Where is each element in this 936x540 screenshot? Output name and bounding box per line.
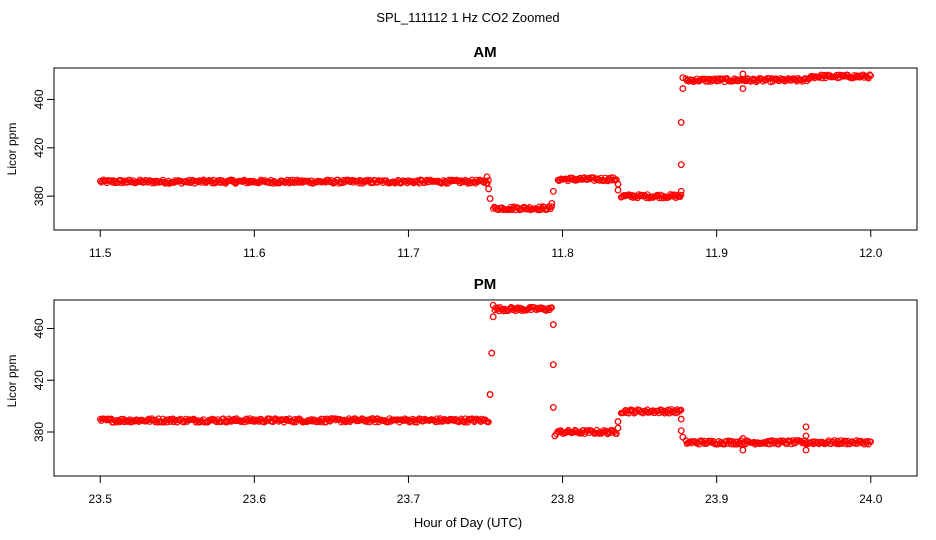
am-x-tick-label: 11.6 [243, 246, 266, 260]
am-transition-point [549, 187, 557, 195]
pm-data-point [820, 439, 827, 446]
am-y-tick-label: 420 [32, 137, 46, 157]
am-data-point [678, 191, 685, 199]
pm-segment-1 [491, 303, 556, 315]
pm-data-point [836, 440, 844, 447]
pm-y-tick-label: 380 [32, 422, 46, 442]
pm-transition-point [802, 432, 810, 440]
pm-data-point [548, 304, 556, 311]
pm-transition-point [677, 415, 685, 423]
pm-transition-point [739, 435, 747, 442]
pm-transition-point [488, 349, 496, 357]
figure-title: SPL_111112 1 Hz CO2 Zoomed [376, 10, 559, 25]
pm-segment-0 [96, 415, 492, 426]
pm-y-tick-label: 460 [32, 318, 46, 338]
am-segment-1 [490, 203, 556, 214]
am-x-tick-label: 11.8 [551, 246, 574, 260]
pm-transition-point [549, 403, 557, 411]
am-transition-point [739, 70, 747, 78]
am-data-point [867, 72, 875, 79]
pm-plot-frame [53, 299, 918, 477]
am-segment-2 [554, 174, 620, 185]
pm-data-point [536, 305, 543, 313]
pm-panel: PM Licor ppm 23.5 23.6 23.7 23.8 23.9 24.0 380… [5, 276, 918, 506]
am-transition-point [679, 85, 687, 93]
pm-x-tick-label: 23.6 [243, 492, 267, 506]
am-plot-frame [53, 67, 918, 231]
am-panel: AM Licor ppm 11.5 11.6 11.7 11.8 11.9 12.0 380… [5, 44, 918, 260]
am-segment-4 [682, 74, 813, 86]
pm-y-axis-label: Licor ppm [5, 355, 19, 408]
am-transition-point [614, 186, 622, 194]
am-data-point [866, 71, 873, 78]
pm-transition-point [677, 427, 685, 435]
am-data-point [548, 203, 556, 210]
pm-data-point [154, 419, 161, 426]
am-transition-point [548, 199, 556, 207]
pm-transition-point [489, 313, 497, 321]
am-transition-point [485, 185, 493, 193]
pm-transition-point [802, 423, 810, 431]
pm-data-point [485, 418, 492, 426]
am-transition-point [486, 195, 494, 203]
pm-x-tick-label: 23.5 [89, 492, 113, 506]
am-y-tick-label: 460 [32, 89, 46, 109]
pm-axes: 23.5 23.6 23.7 23.8 23.9 24.0 380 420 460 [32, 318, 883, 506]
am-axes: 11.5 11.6 11.7 11.8 11.9 12.0 380 420 460 [32, 89, 883, 260]
am-transition-point [739, 85, 747, 93]
pm-y-tick-label: 420 [32, 370, 46, 390]
am-x-tick-label: 11.5 [89, 246, 112, 260]
pm-x-tick-label: 23.9 [705, 492, 729, 506]
pm-data-points [96, 301, 875, 454]
am-segment-0 [96, 176, 492, 187]
am-panel-title: AM [473, 44, 496, 61]
pm-x-tick-label: 23.7 [397, 492, 421, 506]
pm-data-point [678, 406, 685, 414]
pm-transition-point [486, 391, 494, 398]
am-segment-5 [805, 71, 875, 82]
am-y-axis-label: Licor ppm [5, 123, 19, 176]
pm-data-point [867, 438, 875, 445]
am-transition-point [677, 161, 685, 169]
pm-transition-point [489, 301, 497, 309]
am-x-tick-label: 12.0 [859, 246, 883, 260]
pm-transition-point [549, 361, 557, 369]
am-x-tick-label: 11.9 [705, 246, 728, 260]
pm-segment-3 [617, 406, 685, 417]
am-transition-point [483, 173, 491, 181]
pm-panel-title: PM [474, 276, 497, 293]
am-transition-point [677, 187, 685, 195]
pm-x-tick-label: 24.0 [859, 492, 883, 506]
pm-transition-point [802, 446, 810, 454]
am-data-point [648, 193, 655, 200]
pm-transition-point [739, 446, 747, 454]
pm-x-tick-label: 23.8 [551, 492, 575, 506]
pm-transition-point [614, 418, 622, 426]
am-y-tick-label: 380 [32, 186, 46, 206]
pm-transition-point [679, 433, 687, 441]
pm-segment-2 [553, 426, 620, 438]
pm-transition-point [551, 432, 559, 440]
am-x-tick-label: 11.7 [397, 246, 420, 260]
pm-transition-point [549, 321, 557, 329]
am-data-point [535, 206, 542, 214]
pm-segment-4 [682, 437, 875, 448]
pm-transition-point [614, 424, 622, 432]
x-axis-label: Hour of Day (UTC) [414, 515, 522, 530]
am-segment-3 [617, 191, 685, 202]
am-transition-point [677, 118, 685, 126]
am-data-point [485, 177, 492, 184]
am-transition-point [679, 74, 687, 82]
am-data-points [96, 70, 875, 214]
